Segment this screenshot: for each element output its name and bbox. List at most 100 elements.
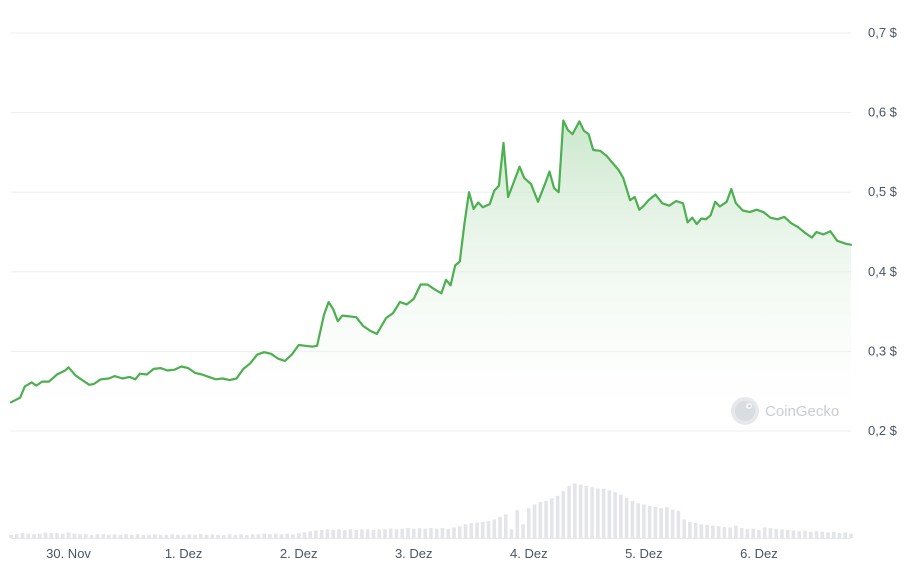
volume-bar — [780, 529, 784, 538]
volume-bar — [216, 534, 220, 538]
volume-bar — [285, 533, 289, 538]
volume-bar — [826, 532, 830, 538]
volume-bar — [785, 529, 790, 538]
gecko-logo-icon — [731, 397, 759, 425]
volume-bar — [89, 534, 94, 538]
volume-bar — [550, 498, 554, 538]
volume-bar — [486, 521, 491, 538]
volume-bar — [130, 534, 134, 538]
volume-bar — [463, 524, 468, 538]
volume-bar — [636, 503, 640, 538]
volume-bar — [135, 534, 140, 538]
volume-bar — [49, 533, 54, 538]
volume-bar — [820, 531, 825, 538]
volume-bar — [745, 529, 750, 538]
volume-bar — [757, 529, 761, 538]
volume-bar — [20, 533, 25, 538]
volume-bar — [797, 531, 802, 538]
volume-bar — [164, 534, 169, 538]
volume-bar — [9, 534, 13, 538]
volume-bar — [584, 485, 589, 538]
volume-bar — [509, 529, 514, 538]
volume-bar — [659, 508, 663, 538]
volume-bar — [256, 534, 261, 538]
volume-bar — [739, 528, 744, 538]
volume-bar — [492, 519, 497, 538]
y-tick-label: 0,3 $ — [868, 343, 898, 358]
volume-bar — [360, 529, 364, 538]
grid-lines — [11, 32, 851, 539]
volume-bar — [124, 534, 128, 538]
volume-bar — [268, 534, 272, 538]
volume-bar — [365, 529, 370, 538]
volume-bar — [147, 534, 151, 538]
x-tick-label: 1. Dez — [165, 546, 203, 561]
volume-bar — [567, 485, 571, 538]
volume-bar — [734, 525, 738, 538]
volume-bar — [250, 534, 255, 538]
volume-bar — [112, 534, 117, 538]
volume-bar — [262, 533, 266, 538]
y-axis: 0,2 $ 0,3 $ 0,4 $ 0,5 $ 0,6 $ 0,7 $ — [868, 25, 898, 438]
volume-bar — [843, 532, 848, 538]
volume-bar — [774, 528, 779, 538]
volume-bar — [400, 528, 405, 538]
volume-bar — [337, 529, 341, 538]
volume-bar — [751, 528, 755, 538]
volume-bar — [831, 531, 836, 538]
volume-bar — [314, 530, 318, 538]
volume-bar — [803, 530, 807, 538]
y-tick-label: 0,5 $ — [868, 184, 898, 199]
volume-bar — [32, 534, 36, 538]
volume-bar — [411, 528, 416, 538]
volume-bar — [245, 534, 249, 538]
volume-bar — [498, 516, 502, 538]
volume-bar — [527, 508, 531, 538]
volume-bar — [532, 504, 537, 538]
volume-bar — [37, 533, 42, 538]
volume-bar — [199, 534, 203, 538]
volume-bar — [302, 532, 307, 538]
volume-bar — [607, 490, 612, 538]
volume-bar — [83, 534, 88, 538]
volume-bar — [423, 528, 428, 538]
volume-bar — [43, 532, 48, 538]
volume-bar — [728, 527, 732, 538]
volume-bar — [642, 504, 646, 538]
volume-bar — [204, 534, 209, 538]
x-tick-label: 3. Dez — [395, 546, 433, 561]
volume-bar — [233, 534, 238, 538]
volume-bar — [837, 533, 842, 538]
volume-bar — [210, 534, 215, 538]
volume-bar — [388, 528, 393, 538]
x-tick-label: 6. Dez — [740, 546, 778, 561]
volume-bar — [118, 534, 123, 538]
volume-bar — [619, 494, 623, 538]
volume-bar — [406, 528, 410, 538]
volume-bar — [699, 524, 704, 538]
volume-bar — [440, 528, 445, 538]
volume-bar — [653, 507, 658, 538]
volume-bar — [716, 526, 721, 538]
price-line-group — [9, 119, 853, 404]
price-line — [9, 119, 853, 404]
volume-bar — [273, 533, 278, 538]
volume-bar — [95, 534, 100, 538]
volume-bar — [325, 529, 330, 538]
volume-bar — [722, 526, 727, 538]
volume-bar — [222, 534, 226, 538]
volume-bar — [371, 529, 376, 538]
volume-bar — [469, 523, 474, 538]
volume-bar — [429, 528, 433, 538]
y-tick-label: 0,6 $ — [868, 105, 898, 120]
volume-bar — [227, 534, 232, 538]
volume-bar — [187, 534, 192, 538]
volume-bar — [814, 531, 819, 538]
volume-bar — [193, 534, 197, 538]
y-tick-label: 0,7 $ — [868, 25, 898, 40]
volume-bar — [682, 519, 686, 538]
watermark-label: CoinGecko — [765, 403, 839, 420]
volume-bar — [762, 527, 767, 538]
volume-bar — [515, 510, 520, 538]
volume-bar — [475, 522, 479, 538]
